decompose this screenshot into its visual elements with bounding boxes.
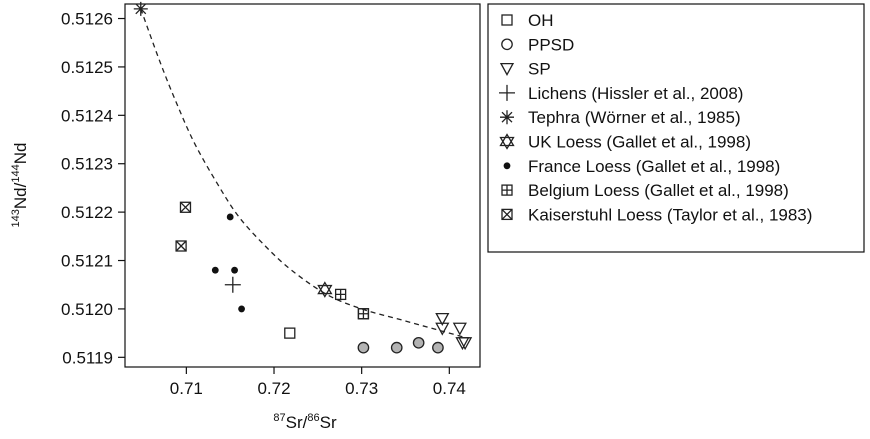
y-tick-label: 0.5121 xyxy=(61,252,113,271)
data-point-star-of-david xyxy=(317,281,333,298)
y-axis-label-sup2: 144 xyxy=(10,164,22,182)
data-point-dot xyxy=(231,266,238,274)
legend-box xyxy=(487,3,865,253)
legend-item: OH xyxy=(501,11,554,30)
data-point-triangle-down xyxy=(452,322,467,336)
data-point-triangle-down xyxy=(435,312,450,326)
data-point-circle xyxy=(357,341,370,354)
x-tick-label: 0.72 xyxy=(257,379,290,398)
legend-item: Tephra (Wörner et al., 1985) xyxy=(500,108,741,127)
legend-symbol-circle xyxy=(501,38,513,51)
legend-label: Belgium Loess (Gallet et al., 1998) xyxy=(528,181,789,200)
legend: OH PPSD SP Lichens (Hissler et al., 2008) Te… xyxy=(487,3,865,253)
y-axis-label: 143Nd/144Nd xyxy=(10,143,30,228)
legend-item: UK Loess (Gallet et al., 1998) xyxy=(499,133,751,152)
mixing-curve xyxy=(140,8,468,339)
legend-label: France Loess (Gallet et al., 1998) xyxy=(528,157,780,176)
x-axis-label-sup1: 87 xyxy=(273,412,285,424)
data-point-circle xyxy=(412,336,425,349)
legend-item: France Loess (Gallet et al., 1998) xyxy=(503,157,780,176)
legend-item: SP xyxy=(499,60,551,79)
x-axis-label: 87Sr/86Sr xyxy=(273,412,337,432)
legend-label: PPSD xyxy=(528,35,574,54)
y-tick-label: 0.5122 xyxy=(61,203,113,222)
y-tick-label: 0.5119 xyxy=(62,348,113,367)
data-point-square xyxy=(284,327,296,339)
x-tick-label: 0.73 xyxy=(345,379,378,398)
data-point-square-x xyxy=(179,201,192,213)
y-tick-label: 0.5125 xyxy=(61,58,113,77)
data-point-square-plus xyxy=(357,308,370,320)
plot-frame xyxy=(124,3,481,368)
legend-symbol-square-plus xyxy=(501,184,513,196)
data-point-plus xyxy=(224,276,241,293)
x-axis-label-part1: Sr/ xyxy=(286,413,308,432)
legend-symbol-star-of-david xyxy=(499,133,515,150)
data-point-triangle-down xyxy=(455,337,470,351)
y-tick-label: 0.5126 xyxy=(61,10,113,29)
data-point-square-x xyxy=(175,240,187,252)
y-tick-label: 0.5124 xyxy=(61,106,113,125)
y-tick-label: 0.5123 xyxy=(61,155,113,174)
y-tick-label: 0.5120 xyxy=(61,300,113,319)
x-axis-label-sup2: 86 xyxy=(307,412,319,424)
x-axis-label-part2: Sr xyxy=(320,413,337,432)
y-axis-label-part2: Nd xyxy=(11,143,30,165)
data-point-dot xyxy=(226,213,234,221)
legend-item: Belgium Loess (Gallet et al., 1998) xyxy=(501,181,789,200)
x-tick-label: 0.74 xyxy=(433,379,466,398)
legend-symbol-plus xyxy=(499,84,515,101)
legend-label: UK Loess (Gallet et al., 1998) xyxy=(528,133,751,152)
legend-item: Lichens (Hissler et al., 2008) xyxy=(499,84,743,103)
legend-symbol-asterisk xyxy=(500,110,514,125)
legend-item: Kaiserstuhl Loess (Taylor et al., 1983) xyxy=(501,205,812,224)
legend-symbol-dot xyxy=(503,162,511,170)
x-tick-label: 0.71 xyxy=(170,379,203,398)
legend-label: Lichens (Hissler et al., 2008) xyxy=(528,84,743,103)
data-point-square-plus xyxy=(334,288,347,301)
legend-item: PPSD xyxy=(501,35,574,54)
data-point-circle xyxy=(432,341,444,354)
y-axis-label-part1: Nd/ xyxy=(11,182,30,209)
data-point-dot xyxy=(238,305,245,313)
y-axis-label-sup1: 143 xyxy=(10,209,22,227)
legend-symbol-square-x xyxy=(501,208,513,221)
data-point-asterisk xyxy=(133,1,148,16)
data-point-dot xyxy=(211,266,219,274)
data-point-triangle-down xyxy=(435,322,450,336)
legend-label: OH xyxy=(528,11,554,30)
legend-label: Tephra (Wörner et al., 1985) xyxy=(528,108,741,127)
legend-symbol-square xyxy=(501,14,513,26)
legend-label: Kaiserstuhl Loess (Taylor et al., 1983) xyxy=(528,205,812,224)
legend-label: SP xyxy=(528,60,551,79)
legend-symbol-triangle-down xyxy=(499,62,515,76)
data-point-circle xyxy=(390,341,403,354)
